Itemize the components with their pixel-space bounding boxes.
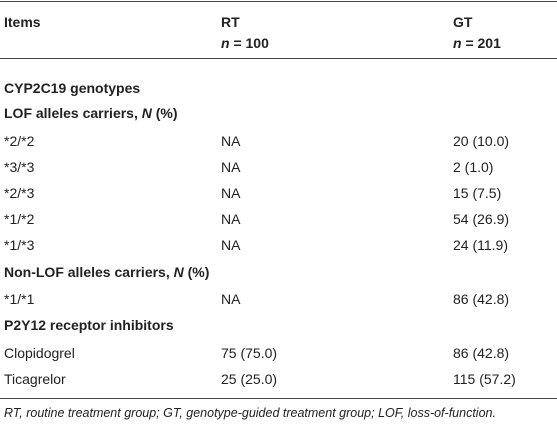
section-title: CYP2C19 genotypes: [4, 80, 141, 96]
row-gt: 86 (42.8): [453, 291, 510, 307]
row-gt: 24 (11.9): [453, 237, 508, 253]
row-item: *2/*2: [4, 133, 35, 149]
header-gt-n-symbol: n: [453, 35, 462, 51]
row-item: *1/*2: [4, 211, 35, 227]
row-gt: 115 (57.2): [453, 371, 516, 387]
row-rt: NA: [221, 237, 241, 253]
row-rt: 25 (25.0): [221, 371, 278, 387]
header-gt-n-value: = 201: [461, 35, 501, 51]
row-gt: 86 (42.8): [453, 345, 510, 361]
row-gt: 2 (1.0): [453, 159, 494, 175]
table-row: *1/*2 NA 54 (26.9): [0, 207, 557, 231]
section-title: LOF alleles carriers, N (%): [4, 105, 178, 121]
row-rt: NA: [221, 133, 241, 149]
row-item: Clopidogrel: [4, 345, 75, 361]
section-title: P2Y12 receptor inhibitors: [4, 317, 174, 333]
section-title: Non-LOF alleles carriers, N (%): [4, 264, 210, 280]
section-lof: LOF alleles carriers, N (%): [0, 101, 557, 125]
row-item: *1/*3: [4, 237, 35, 253]
section-non-lof: Non-LOF alleles carriers, N (%): [0, 260, 557, 284]
row-item: Ticagrelor: [4, 371, 66, 387]
row-gt: 54 (26.9): [453, 211, 510, 227]
header-items: Items: [4, 14, 41, 30]
row-gt: 20 (10.0): [453, 133, 510, 149]
row-rt: 75 (75.0): [221, 345, 278, 361]
section-cyp2c19: CYP2C19 genotypes: [0, 76, 557, 100]
header-rt-n-symbol: n: [221, 35, 230, 51]
table-row: Ticagrelor 25 (25.0) 115 (57.2): [0, 367, 557, 391]
table-row: *2/*2 NA 20 (10.0): [0, 129, 557, 153]
section-p2y12: P2Y12 receptor inhibitors: [0, 313, 557, 337]
row-gt: 15 (7.5): [453, 185, 502, 201]
header-rule: [0, 58, 557, 59]
table-row: *1/*1 NA 86 (42.8): [0, 287, 557, 311]
header-rt-n: n = 100: [221, 35, 269, 51]
header-rt: RT: [221, 14, 240, 30]
row-item: *3/*3: [4, 159, 35, 175]
header-rt-n-value: = 100: [229, 35, 269, 51]
header-gt: GT: [453, 14, 473, 30]
header-gt-n: n = 201: [453, 35, 501, 51]
row-item: *1/*1: [4, 291, 35, 307]
table-row: Clopidogrel 75 (75.0) 86 (42.8): [0, 341, 557, 365]
row-rt: NA: [221, 185, 241, 201]
table-row: *2/*3 NA 15 (7.5): [0, 181, 557, 205]
row-rt: NA: [221, 159, 241, 175]
bottom-rule: [0, 398, 557, 399]
row-rt: NA: [221, 291, 241, 307]
table-row: *1/*3 NA 24 (11.9): [0, 233, 557, 257]
row-item: *2/*3: [4, 185, 35, 201]
table-footnote: RT, routine treatment group; GT, genotyp…: [4, 406, 496, 420]
row-rt: NA: [221, 211, 241, 227]
top-rule: [0, 1, 557, 2]
table-row: *3/*3 NA 2 (1.0): [0, 155, 557, 179]
